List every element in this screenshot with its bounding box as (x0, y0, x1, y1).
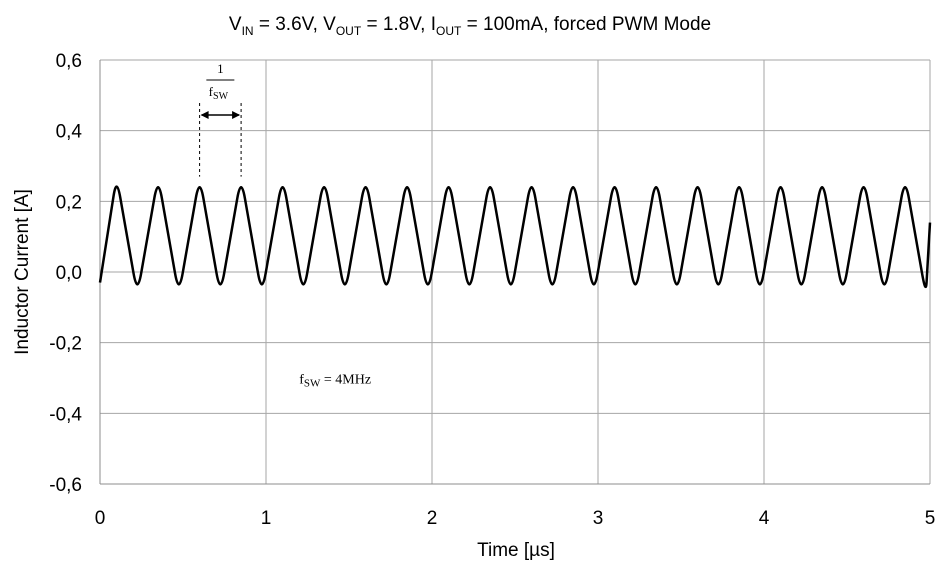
x-tick-label: 0 (95, 508, 106, 529)
plot-frame (99, 60, 930, 485)
series-line (98, 185, 932, 289)
title-iout-val: = 100mA, forced PWM Mode (461, 14, 711, 35)
y-tick-label: 0,0 (56, 263, 82, 284)
period-arrow-head-left (200, 111, 209, 119)
title-vin-sub: IN (242, 24, 254, 38)
y-tick-label: -0,4 (49, 404, 82, 425)
chart-title: VIN = 3.6V, VOUT = 1.8V, IOUT = 100mA, f… (229, 14, 711, 38)
title-vout-sub: OUT (336, 24, 362, 38)
y-tick-label: 0,6 (56, 51, 82, 72)
y-tick-labels: 0,6 0,4 0,2 0,0 -0,2 -0,4 -0,6 (49, 51, 82, 496)
y-tick-label: -0,2 (49, 334, 82, 355)
period-numerator: 1 (217, 61, 224, 76)
series-group (98, 185, 932, 289)
y-axis-label: Inductor Current [A] (12, 189, 33, 355)
title-vout-val: = 1.8V, (361, 14, 431, 35)
title-iout-sub: OUT (436, 24, 462, 38)
period-denominator-sub: SW (213, 91, 229, 102)
fsw-value: = 4MHz (320, 372, 371, 387)
fsw-sub: SW (304, 377, 321, 389)
period-arrow-head-right (232, 111, 241, 119)
y-tick-label: -0,6 (49, 475, 82, 496)
y-tick-label: 0,4 (56, 122, 83, 143)
x-tick-label: 3 (593, 508, 604, 529)
period-denominator: fSW (209, 84, 229, 102)
title-vout-main: V (323, 14, 336, 35)
x-tick-label: 2 (427, 508, 438, 529)
title-iout-main: I (431, 14, 436, 35)
grid (100, 59, 931, 484)
x-tick-label: 1 (261, 508, 272, 529)
period-denominator-main: f (209, 84, 214, 99)
x-tick-labels: 0 1 2 3 4 5 (95, 508, 936, 529)
y-tick-label: 0,2 (56, 192, 82, 213)
x-axis-label: Time [µs] (477, 540, 555, 561)
fsw-main: f (299, 372, 304, 387)
x-tick-label: 4 (759, 508, 770, 529)
title-vin-val: = 3.6V, (254, 14, 324, 35)
title-vin-main: V (229, 14, 242, 35)
x-tick-label: 5 (925, 508, 936, 529)
fsw-annotation: fSW = 4MHz (299, 372, 371, 389)
